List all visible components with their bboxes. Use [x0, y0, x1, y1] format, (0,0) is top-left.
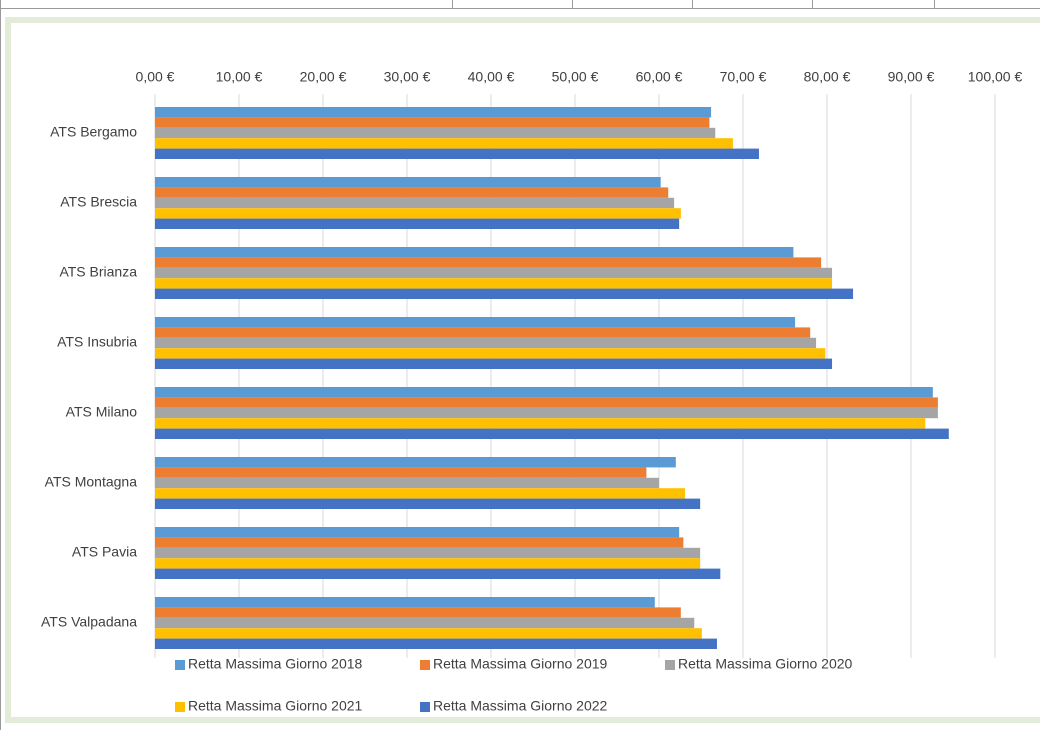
bar: [155, 267, 833, 279]
legend-label: Retta Massima Giorno 2022: [433, 698, 608, 714]
y-tick-label: ATS Brescia: [60, 194, 137, 210]
x-tick-label: 100,00 €: [968, 69, 1023, 85]
x-tick-label: 80,00 €: [804, 69, 851, 85]
bar: [155, 187, 669, 198]
bar: [155, 537, 684, 548]
bar: [155, 477, 659, 489]
bar: [155, 208, 681, 219]
bar: [155, 488, 686, 499]
bar: [155, 607, 681, 618]
bar: [155, 568, 721, 579]
bar: [155, 117, 710, 128]
bar: [155, 327, 811, 338]
bar: [155, 148, 759, 159]
legend-swatch: [665, 660, 675, 670]
bar: [155, 337, 817, 349]
x-tick-label: 30,00 €: [384, 69, 431, 85]
x-tick-label: 50,00 €: [552, 69, 599, 85]
y-tick-label: ATS Milano: [66, 404, 138, 420]
bar: [155, 387, 933, 398]
x-tick-label: 20,00 €: [300, 69, 347, 85]
x-tick-label: 70,00 €: [720, 69, 767, 85]
bar: [155, 498, 701, 509]
legend-swatch: [420, 660, 430, 670]
chart-frame: [5, 17, 1040, 723]
bar: [155, 428, 949, 439]
bar: [155, 218, 680, 229]
legend-swatch: [420, 702, 430, 712]
bar: [155, 527, 680, 538]
x-tick-label: 90,00 €: [888, 69, 935, 85]
bar: [155, 407, 938, 419]
bar: [155, 257, 822, 268]
y-tick-label: ATS Insubria: [57, 334, 137, 350]
bar: [155, 127, 716, 139]
bar: [155, 558, 701, 569]
bar: [155, 278, 833, 289]
bar: [155, 457, 676, 468]
bar: [155, 358, 833, 369]
bar: [155, 638, 717, 649]
y-tick-label: ATS Bergamo: [50, 124, 137, 140]
legend-label: Retta Massima Giorno 2019: [433, 656, 608, 672]
bar: [155, 348, 826, 359]
bar: [155, 138, 733, 149]
x-tick-label: 10,00 €: [216, 69, 263, 85]
legend-label: Retta Massima Giorno 2020: [678, 656, 853, 672]
y-tick-label: ATS Pavia: [72, 544, 137, 560]
bar: [155, 617, 695, 629]
bar: [155, 177, 661, 188]
bar: [155, 197, 675, 209]
bar: [155, 247, 794, 258]
legend-label: Retta Massima Giorno 2021: [188, 698, 363, 714]
x-tick-label: 40,00 €: [468, 69, 515, 85]
x-tick-label: 60,00 €: [636, 69, 683, 85]
bar: [155, 288, 854, 299]
bar: [155, 397, 938, 408]
y-tick-label: ATS Montagna: [45, 474, 138, 490]
y-tick-label: ATS Brianza: [59, 264, 137, 280]
bar: [155, 317, 796, 328]
legend-swatch: [175, 660, 185, 670]
legend-label: Retta Massima Giorno 2018: [188, 656, 363, 672]
bar: [155, 418, 926, 429]
bar: [155, 597, 655, 608]
bar: [155, 107, 712, 118]
y-tick-label: ATS Valpadana: [41, 614, 137, 630]
bar: [155, 547, 701, 559]
bar: [155, 628, 702, 639]
legend-swatch: [175, 702, 185, 712]
bar: [155, 467, 647, 478]
x-tick-label: 0,00 €: [136, 69, 175, 85]
